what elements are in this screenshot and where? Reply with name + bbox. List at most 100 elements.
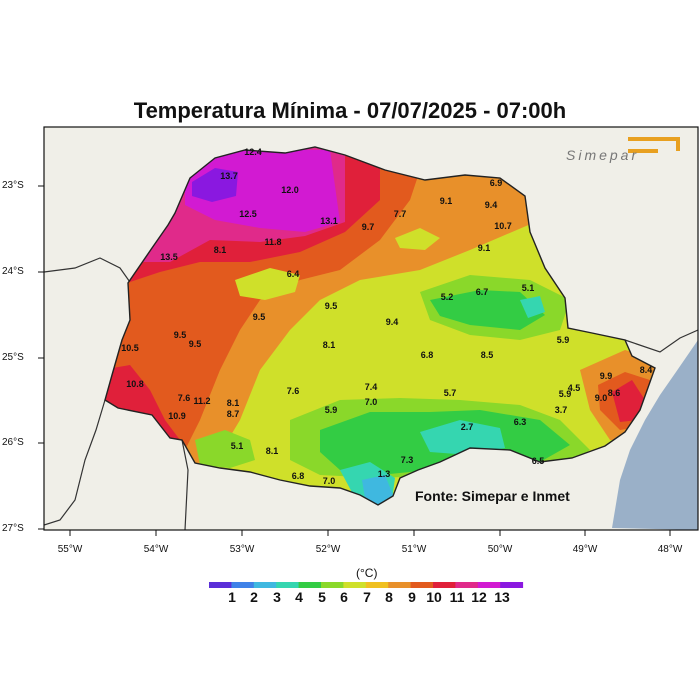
station-value: 10.8 [126, 379, 144, 389]
station-value: 9.1 [439, 196, 453, 206]
station-value: 9.5 [173, 330, 187, 340]
colorbar-label: 4 [295, 589, 303, 605]
station-value: 8.1 [213, 245, 227, 255]
colorbar-label: 13 [494, 589, 510, 605]
station-value: 8.1 [322, 340, 336, 350]
station-value: 12.4 [244, 147, 262, 157]
station-value: 9.5 [324, 301, 338, 311]
colorbar-label: 9 [408, 589, 416, 605]
station-value: 8.6 [607, 388, 621, 398]
station-value: 9.4 [385, 317, 399, 327]
lat-label-27s: 27°S [2, 523, 24, 534]
station-value: 6.3 [513, 417, 527, 427]
lon-label-48w: 48°W [657, 544, 683, 555]
station-value: 12.5 [239, 209, 257, 219]
lon-ticks [69, 530, 671, 536]
station-value: 8.5 [480, 350, 494, 360]
colorbar-label: 1 [228, 589, 236, 605]
station-value: 5.9 [558, 389, 572, 399]
station-value: 10.7 [494, 221, 512, 231]
colorbar-label: 8 [385, 589, 393, 605]
station-value: 7.6 [286, 386, 300, 396]
colorbar-label: 12 [471, 589, 487, 605]
station-value: 13.1 [320, 216, 338, 226]
station-value: 5.2 [440, 292, 454, 302]
station-value: 4.5 [567, 383, 581, 393]
colorbar-swatch [253, 582, 277, 588]
lon-label-51w: 51°W [401, 544, 427, 555]
station-value: 11.2 [193, 396, 211, 406]
colorbar-swatch [365, 582, 389, 588]
station-value: 6.4 [286, 269, 300, 279]
lat-ticks [38, 185, 44, 530]
station-value: 10.5 [121, 343, 139, 353]
station-value: 7.0 [364, 397, 378, 407]
lat-label-25s: 25°S [2, 352, 24, 363]
colorbar-swatch [276, 582, 300, 588]
colorbar [209, 582, 524, 588]
colorbar-swatch [209, 582, 232, 588]
station-value: 7.0 [322, 476, 336, 486]
lon-label-55w: 55°W [57, 544, 83, 555]
station-value: 9.5 [252, 312, 266, 322]
station-value: 8.4 [639, 365, 653, 375]
colorbar-label: 2 [250, 589, 258, 605]
station-value: 1.3 [377, 469, 391, 479]
map-title: Temperatura Mínima - 07/07/2025 - 07:00h [133, 98, 567, 123]
station-value: 6.8 [291, 471, 305, 481]
colorbar-unit: (°C) [356, 566, 378, 580]
lon-label-50w: 50°W [487, 544, 513, 555]
station-value: 8.7 [226, 409, 240, 419]
ocean [612, 340, 698, 530]
station-value: 11.8 [264, 237, 282, 247]
station-value: 6.7 [475, 287, 489, 297]
colorbar-label: 11 [449, 589, 465, 605]
lat-label-24s: 24°S [2, 266, 24, 277]
station-value: 12.0 [281, 185, 299, 195]
station-value: 5.9 [324, 405, 338, 415]
neighbor-border-west [44, 257, 133, 286]
station-value: 8.1 [265, 446, 279, 456]
colorbar-label: 3 [273, 589, 281, 605]
station-value: 9.7 [361, 222, 375, 232]
station-value: 6.8 [420, 350, 434, 360]
simepar-logo-mark [628, 137, 680, 153]
station-value: 9.1 [477, 243, 491, 253]
station-value: 2.7 [460, 422, 474, 432]
station-value: 5.1 [230, 441, 244, 451]
colorbar-swatch [343, 582, 367, 588]
colorbar-swatch [410, 582, 434, 588]
neighbor-border-argentina [181, 439, 189, 530]
colorbar-label: 7 [363, 589, 371, 605]
station-value: 5.9 [556, 335, 570, 345]
station-value: 13.5 [160, 252, 178, 262]
colorbar-swatch [455, 582, 479, 588]
lon-label-53w: 53°W [229, 544, 255, 555]
station-value: 7.3 [400, 455, 414, 465]
station-value: 7.6 [177, 393, 191, 403]
colorbar-swatch [231, 582, 255, 588]
lon-label-52w: 52°W [315, 544, 341, 555]
station-value: 8.1 [226, 398, 240, 408]
lon-label-54w: 54°W [143, 544, 169, 555]
station-value: 10.9 [168, 411, 186, 421]
colorbar-swatch [477, 582, 501, 588]
station-value: 5.1 [521, 283, 535, 293]
colorbar-label: 5 [318, 589, 326, 605]
station-value: 6.9 [489, 178, 503, 188]
colorbar-label: 6 [340, 589, 348, 605]
colorbar-label: 10 [426, 589, 442, 605]
station-value: 6.5 [531, 456, 545, 466]
station-value: 7.7 [393, 209, 407, 219]
lat-label-26s: 26°S [2, 437, 24, 448]
simepar-logo: Simepar [566, 147, 640, 163]
colorbar-swatch [321, 582, 344, 588]
station-value: 3.7 [554, 405, 568, 415]
station-value: 7.4 [364, 382, 378, 392]
neighbor-border-sp [624, 329, 698, 353]
colorbar-swatch [298, 582, 322, 588]
neighbor-border-southwest [44, 399, 106, 526]
lat-label-23s: 23°S [2, 180, 24, 191]
data-source: Fonte: Simepar e Inmet [415, 488, 570, 504]
colorbar-swatch [500, 582, 524, 588]
